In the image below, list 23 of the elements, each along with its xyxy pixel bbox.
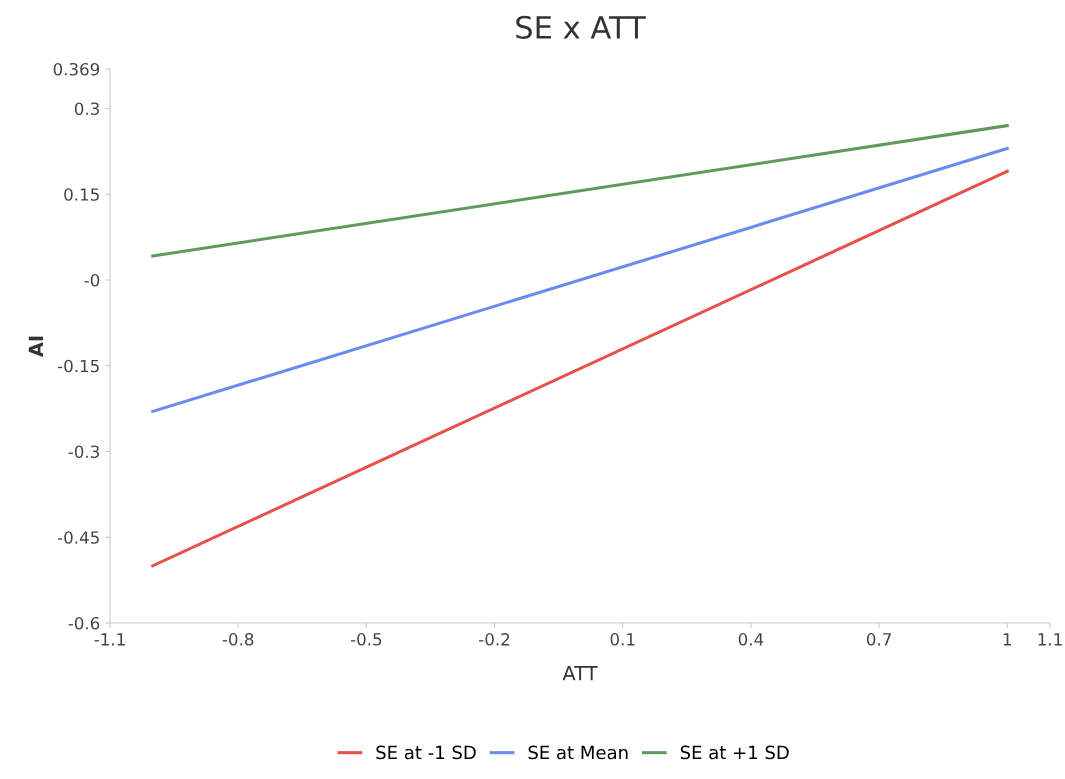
legend-label: SE at Mean bbox=[528, 745, 628, 760]
y-tick-label: 0.369 bbox=[53, 62, 100, 76]
y-tick-label: -0.15 bbox=[57, 359, 99, 373]
x-axis-title: ATT bbox=[562, 666, 598, 681]
chart-title: SE x ATT bbox=[516, 15, 646, 39]
y-tick-label: -0.3 bbox=[68, 445, 99, 459]
legend-label: SE at -1 SD bbox=[376, 745, 476, 760]
x-tick-label: -0.5 bbox=[350, 633, 382, 646]
y-axis-title: AI bbox=[28, 336, 43, 358]
y-tick-label: 0.3 bbox=[74, 102, 99, 116]
x-tick-label: 1 bbox=[1003, 633, 1012, 646]
y-tick-label: 0.15 bbox=[64, 188, 99, 201]
y-tick-label: -0.45 bbox=[57, 531, 99, 544]
x-tick-label: 1.1 bbox=[1038, 633, 1062, 646]
y-tick-label: -0.6 bbox=[68, 616, 100, 630]
x-tick-label: -1.1 bbox=[94, 633, 125, 646]
x-tick-label: 0.7 bbox=[866, 633, 891, 646]
legend-label: SE at +1 SD bbox=[680, 745, 789, 760]
x-tick-label: 0.4 bbox=[738, 633, 764, 646]
x-tick-label: -0.8 bbox=[222, 633, 254, 646]
x-tick-label: -0.2 bbox=[479, 633, 510, 646]
y-tick-label: -0 bbox=[84, 273, 100, 287]
x-tick-label: 0.1 bbox=[610, 633, 635, 646]
